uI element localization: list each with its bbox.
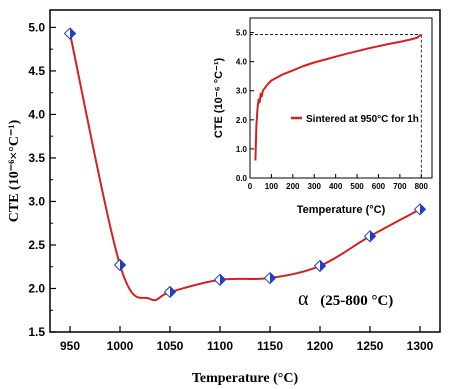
- alpha-range: (25-800 °C): [320, 293, 393, 309]
- inset-y-tick-label: 4.0: [236, 58, 248, 67]
- main-y-tick-label: 2.0: [28, 281, 45, 295]
- main-chart: 950 1000 1050 1100 1150 1200 1250 13001.52.02.5…: [7, 9, 441, 386]
- main-data-point: [213, 273, 227, 286]
- inset-y-tick-label: 2.0: [236, 116, 248, 125]
- main-y-tick-label: 4.5: [28, 64, 45, 78]
- alpha-symbol: α: [298, 288, 309, 310]
- main-x-tick-label: 1150: [257, 339, 283, 353]
- inset-x-tick-label: 200: [286, 182, 300, 191]
- inset-legend: Sintered at 950°C for 1h: [291, 114, 419, 125]
- inset-x-tick-label: 600: [372, 182, 386, 191]
- inset-y-tick-label: 1.0: [236, 145, 248, 154]
- inset-chart: 0 100 200 300 400 500 600 700 800 0.0 1.0 2.0 3.0 4.0…: [213, 17, 433, 216]
- main-x-tick-label: 1100: [207, 339, 233, 353]
- main-x-tick-label: 1300: [407, 339, 434, 353]
- main-data-point: [63, 27, 77, 40]
- main-x-axis-title: Temperature (°C): [192, 371, 299, 386]
- inset-y-axis-title: CTE (10⁻⁶ °C⁻¹): [213, 57, 225, 138]
- main-x-tick-label: 1000: [107, 339, 134, 353]
- main-plot-frame: [49, 9, 441, 333]
- inset-x-tick-label: 400: [329, 182, 343, 191]
- main-x-tick-label: 1200: [307, 339, 334, 353]
- main-x-tick-label: 950: [60, 339, 80, 353]
- inset-x-axis-title: Temperature (°C): [297, 204, 386, 216]
- main-y-tick-label: 3.0: [28, 194, 45, 208]
- main-x-tick-label: 1050: [157, 339, 184, 353]
- inset-x-tick-label: 100: [265, 182, 279, 191]
- inset-x-tick-label: 0: [248, 182, 253, 191]
- main-y-tick-label: 4.0: [28, 107, 45, 121]
- main-series-line: [69, 33, 421, 302]
- main-data-point: [263, 271, 277, 285]
- inset-y-tick-label: 5.0: [236, 29, 248, 38]
- main-data-point: [313, 259, 327, 273]
- main-series: [63, 27, 427, 302]
- inset-x-tick-label: 500: [350, 182, 364, 191]
- inset-x-tick-label: 300: [308, 182, 322, 191]
- main-y-tick-label: 3.5: [28, 151, 45, 165]
- inset-ticks: 0 100 200 300 400 500 600 700 800 0.0 1.0 2.0 3.0 4.0…: [236, 29, 429, 191]
- main-y-tick-label: 2.5: [28, 238, 45, 252]
- inset-x-tick-label: 700: [393, 182, 407, 191]
- main-data-point: [113, 258, 127, 272]
- main-data-point: [413, 203, 427, 216]
- main-ticks: 950 1000 1050 1100 1150 1200 1250 13001.52.02.5…: [28, 20, 433, 353]
- main-data-point: [163, 285, 177, 299]
- main-x-tick-label: 1250: [357, 339, 384, 353]
- inset-legend-label: Sintered at 950°C for 1h: [306, 114, 419, 125]
- inset-y-tick-label: 0.0: [236, 174, 248, 183]
- main-y-tick-label: 1.5: [28, 325, 45, 339]
- inset-x-tick-label: 800: [415, 182, 429, 191]
- main-y-axis-title: CTE (10⁻⁶×°C⁻¹): [7, 119, 22, 222]
- inset-plot-frame: [249, 17, 433, 179]
- alpha-annotation: α (25-800 °C): [298, 288, 393, 310]
- main-data-point: [363, 230, 377, 243]
- inset-series: [250, 33, 422, 178]
- inset-y-tick-label: 3.0: [236, 87, 248, 96]
- inset-series-line: [254, 33, 422, 161]
- main-y-tick-label: 5.0: [28, 20, 45, 34]
